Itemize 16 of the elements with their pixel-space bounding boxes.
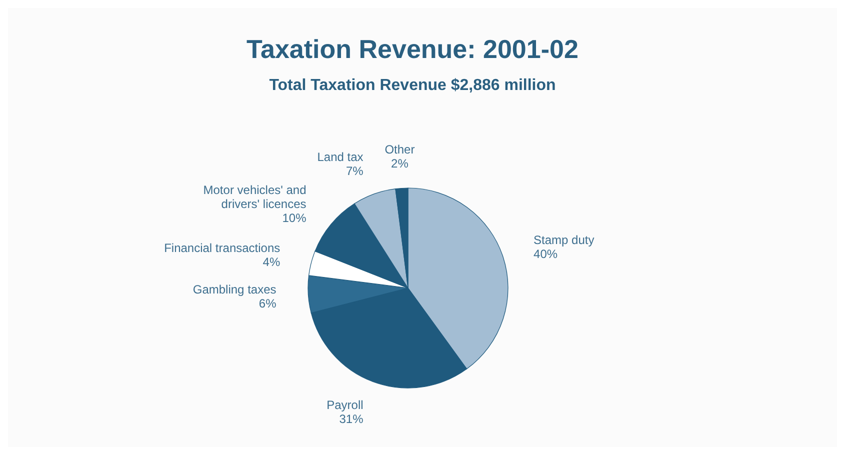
slice-label: Stamp duty <box>534 233 594 248</box>
chart-title: Taxation Revenue: 2001-02 <box>246 34 578 64</box>
slice-label: Land tax <box>317 150 364 164</box>
slice-label: Payroll <box>326 398 364 412</box>
data-label: 31% <box>339 412 364 426</box>
chart-subtitle: Total Taxation Revenue $2,886 million <box>269 77 556 94</box>
slice-label: Gambling taxes <box>192 282 276 296</box>
slice-label: Financial transactions <box>164 241 280 256</box>
data-label: 7% <box>346 164 364 178</box>
data-label: 2% <box>391 156 409 170</box>
slice-label: Motor vehicles' and drivers' licences <box>203 182 306 211</box>
slice-label: Other <box>384 142 415 156</box>
data-label: 6% <box>258 296 277 310</box>
data-label: 40% <box>534 247 558 262</box>
data-label: 10% <box>282 210 307 225</box>
data-label: 4% <box>262 255 280 270</box>
